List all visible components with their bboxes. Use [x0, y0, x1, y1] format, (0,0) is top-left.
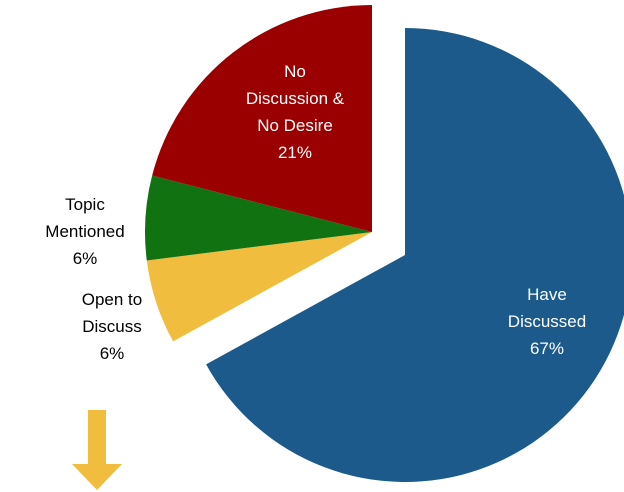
value-label: 6% — [72, 249, 98, 268]
slice-label: Topic Mentioned 6% — [45, 191, 124, 272]
pie-slice — [146, 232, 372, 342]
pie-slice — [206, 28, 624, 482]
arrow — [72, 410, 122, 490]
pie-slice — [144, 175, 372, 261]
category-label: Open to Discuss — [81, 290, 143, 336]
pie-slice — [152, 5, 372, 232]
arrow-shaft — [88, 410, 106, 466]
slice-label: Have Discussed 67% — [508, 281, 586, 362]
category-label: No Discussion & No Desire — [245, 62, 345, 135]
slice-label: Open to Discuss 6% — [82, 286, 143, 367]
value-label: 67% — [529, 339, 565, 358]
arrow-head — [72, 464, 122, 490]
category-label: Have Discussed — [507, 285, 587, 331]
value-label: 6% — [99, 344, 125, 363]
category-label: Topic Mentioned — [45, 195, 125, 241]
value-label: 21% — [277, 143, 313, 162]
slice-label: No Discussion & No Desire 21% — [246, 58, 344, 166]
